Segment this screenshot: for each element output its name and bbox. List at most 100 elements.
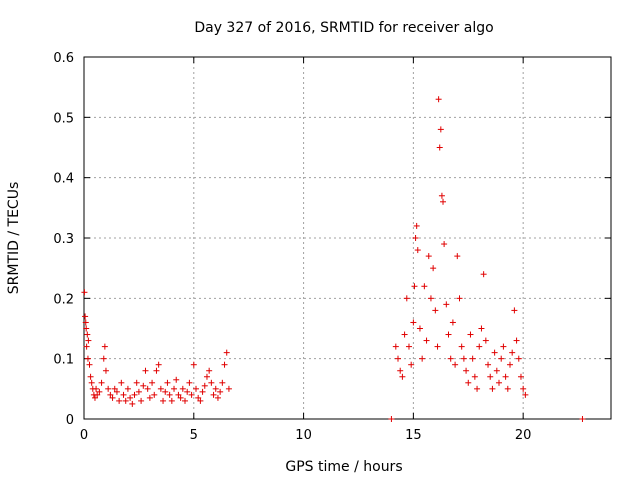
data-point (182, 397, 189, 404)
data-point (157, 385, 164, 392)
data-point (474, 385, 481, 392)
data-point (102, 367, 109, 374)
data-point (129, 400, 136, 407)
data-point (168, 397, 175, 404)
data-point (162, 388, 169, 395)
data-point (225, 385, 232, 392)
data-point (504, 385, 511, 392)
y-tick-label: 0.5 (53, 111, 74, 126)
data-point (432, 307, 439, 314)
data-point (454, 253, 461, 260)
data-point (511, 307, 518, 314)
data-point (405, 343, 412, 350)
data-point (421, 283, 428, 290)
data-point (430, 265, 437, 272)
x-tick-label: 15 (405, 428, 422, 443)
data-point (206, 367, 213, 374)
data-point (105, 385, 112, 392)
data-point (179, 385, 186, 392)
data-point (465, 379, 472, 386)
data-point (491, 349, 498, 356)
data-point (212, 385, 219, 392)
data-point (522, 391, 529, 398)
data-point (221, 361, 228, 368)
data-point (173, 376, 180, 383)
data-point (195, 394, 202, 401)
data-point (414, 247, 421, 254)
data-point (135, 388, 142, 395)
data-point (403, 295, 410, 302)
data-point (496, 379, 503, 386)
data-point (425, 253, 432, 260)
data-point (434, 343, 441, 350)
data-point (208, 379, 215, 386)
data-point (160, 397, 167, 404)
data-point (411, 283, 418, 290)
data-point (401, 331, 408, 338)
data-point (116, 397, 123, 404)
data-point (502, 373, 509, 380)
data-point (109, 394, 116, 401)
data-point (440, 198, 447, 205)
data-point (498, 355, 505, 362)
data-point (438, 192, 445, 199)
data-point (175, 391, 182, 398)
data-point (138, 397, 145, 404)
data-point (153, 367, 160, 374)
data-point (85, 337, 92, 344)
data-point (197, 397, 204, 404)
data-point (217, 388, 224, 395)
data-point (192, 385, 199, 392)
data-point (487, 373, 494, 380)
data-point (190, 361, 197, 368)
x-tick-label: 10 (295, 428, 312, 443)
data-point (413, 222, 420, 229)
data-point (214, 394, 221, 401)
data-point (419, 355, 426, 362)
data-point (408, 361, 415, 368)
data-point (397, 367, 404, 374)
x-axis-label: GPS time / hours (285, 459, 402, 475)
data-point (392, 343, 399, 350)
data-point (445, 331, 452, 338)
data-point (133, 379, 140, 386)
data-point (144, 385, 151, 392)
data-point (489, 385, 496, 392)
data-point (509, 349, 516, 356)
data-point (88, 379, 95, 386)
data-point (107, 391, 114, 398)
data-point (515, 355, 522, 362)
data-point (146, 394, 153, 401)
data-point (82, 313, 89, 320)
data-point (186, 379, 193, 386)
data-point (120, 391, 127, 398)
data-point (480, 271, 487, 278)
data-point (86, 361, 93, 368)
plot-frame (83, 56, 612, 420)
data-point (441, 241, 448, 248)
data-point (395, 355, 402, 362)
data-point (437, 126, 444, 133)
data-point (131, 391, 138, 398)
data-point (493, 367, 500, 374)
y-tick-label: 0.6 (53, 51, 74, 66)
data-points (81, 96, 586, 422)
data-point (478, 325, 485, 332)
data-point (482, 337, 489, 344)
data-point (151, 391, 158, 398)
data-point (94, 391, 101, 398)
data-point (127, 394, 134, 401)
data-point (443, 301, 450, 308)
data-point (164, 379, 171, 386)
data-point (87, 373, 94, 380)
data-point (427, 295, 434, 302)
data-point (199, 388, 206, 395)
data-point (171, 385, 178, 392)
data-point (201, 382, 208, 389)
data-point (83, 343, 90, 350)
data-point (84, 331, 91, 338)
y-tick-label: 0.1 (53, 353, 74, 368)
data-point (456, 295, 463, 302)
data-point (416, 325, 423, 332)
data-point (412, 235, 419, 241)
